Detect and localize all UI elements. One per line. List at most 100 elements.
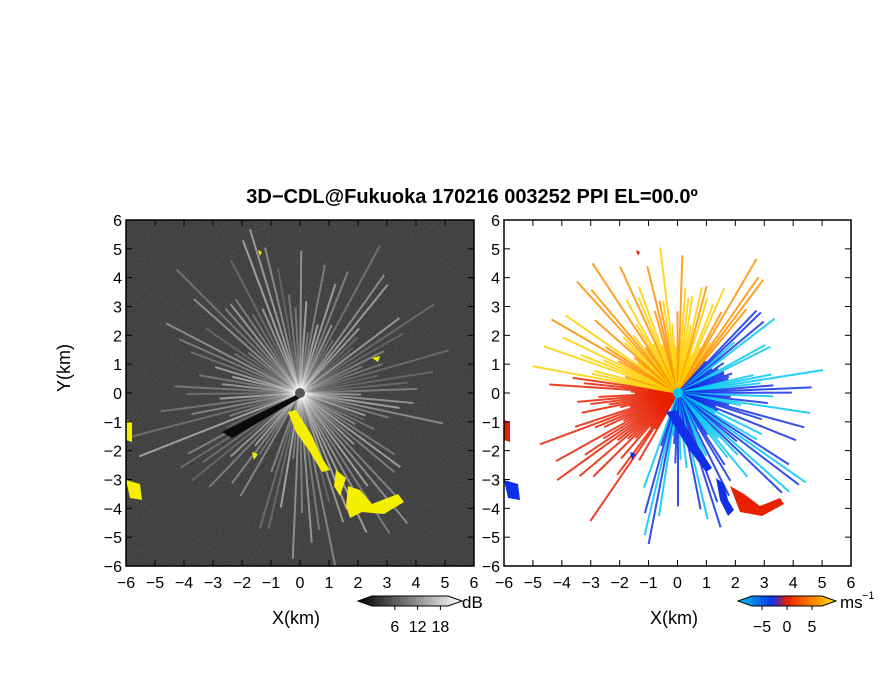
velocity-colorbar-unit: ms bbox=[840, 593, 863, 612]
reflectivity-y-tick-label: −5 bbox=[104, 530, 122, 547]
reflectivity-ray bbox=[219, 392, 301, 400]
velocity-y-tick-label: −3 bbox=[482, 473, 500, 490]
reflectivity-ray bbox=[299, 336, 359, 394]
reflectivity-ray bbox=[299, 392, 321, 531]
velocity-y-tick-label: −4 bbox=[482, 501, 500, 518]
reflectivity-ray bbox=[138, 392, 301, 458]
reflectivity-ray bbox=[299, 324, 319, 394]
reflectivity-ray bbox=[234, 352, 301, 394]
velocity-axes: −6 −5 −4 −3 −2 −1 0 1 2 3 4 5 6 6 5 4 3 2 1 0 −1 −2 −3 −4 −5 −6 bbox=[482, 213, 856, 592]
velocity-echo-patch bbox=[716, 478, 734, 516]
reflectivity-ray bbox=[191, 392, 301, 416]
reflectivity-x-tick-label: −3 bbox=[204, 575, 222, 592]
reflectivity-ray bbox=[299, 362, 383, 394]
velocity-y-tick-label: 1 bbox=[491, 357, 500, 374]
velocity-y-tick-label: 4 bbox=[491, 271, 500, 288]
reflectivity-ray bbox=[214, 366, 301, 394]
reflectivity-highlight-patch bbox=[258, 250, 262, 256]
reflectivity-ray bbox=[294, 307, 301, 394]
reflectivity-ray bbox=[299, 324, 333, 394]
reflectivity-y-tick-label: 4 bbox=[113, 271, 122, 288]
reflectivity-x-tick-label: 1 bbox=[325, 575, 334, 592]
velocity-rays bbox=[504, 247, 824, 545]
reflectivity-x-tick-label: 4 bbox=[412, 575, 421, 592]
reflectivity-panel bbox=[126, 220, 474, 566]
reflectivity-ray bbox=[190, 351, 301, 394]
reflectivity-ray bbox=[251, 313, 301, 394]
velocity-y-tick-label: 0 bbox=[491, 386, 500, 403]
reflectivity-highlight-patch bbox=[288, 410, 330, 472]
reflectivity-ray bbox=[232, 375, 301, 394]
reflectivity-y-tick-label: 5 bbox=[113, 242, 122, 259]
velocity-x-tick-label: 1 bbox=[702, 575, 711, 592]
reflectivity-ray bbox=[299, 250, 303, 394]
reflectivity-ray bbox=[299, 301, 308, 394]
reflectivity-x-tick-label: 2 bbox=[354, 575, 363, 592]
reflectivity-ray bbox=[299, 392, 444, 425]
reflectivity-y-tick-label: −6 bbox=[104, 559, 122, 576]
velocity-x-tick-label: −6 bbox=[495, 575, 513, 592]
velocity-x-tick-label: −3 bbox=[582, 575, 600, 592]
reflectivity-ray bbox=[130, 392, 301, 438]
reflectivity-ray bbox=[299, 349, 450, 394]
reflectivity-y-tick-label: 6 bbox=[113, 213, 122, 230]
reflectivity-y-tick-label: −4 bbox=[104, 501, 122, 518]
reflectivity-colorbar-tick-label: 18 bbox=[432, 619, 450, 636]
reflectivity-y-tick-label: 2 bbox=[113, 328, 122, 345]
reflectivity-ray bbox=[299, 392, 401, 469]
reflectivity-ray bbox=[199, 374, 301, 394]
reflectivity-ray bbox=[299, 392, 396, 496]
velocity-colorbar: −5 0 5 ms −1 bbox=[736, 590, 875, 636]
chart-title: 3D−CDL@Fukuoka 170216 003252 PPI EL=00.0… bbox=[246, 186, 698, 208]
velocity-echo-patch bbox=[730, 486, 784, 516]
velocity-y-tick-label: −6 bbox=[482, 559, 500, 576]
reflectivity-x-tick-label: −1 bbox=[262, 575, 280, 592]
reflectivity-colorbar-ticks: 6 12 18 bbox=[390, 606, 449, 636]
reflectivity-y-tick-label: −2 bbox=[104, 444, 122, 461]
reflectivity-ray bbox=[193, 298, 301, 394]
velocity-colorbar-unit-exponent: −1 bbox=[862, 590, 875, 602]
reflectivity-ray bbox=[299, 392, 362, 396]
reflectivity-ray bbox=[299, 332, 309, 394]
velocity-x-tick-label: 4 bbox=[789, 575, 798, 592]
reflectivity-x-tick-label: −4 bbox=[175, 575, 193, 592]
velocity-x-tick-label: 2 bbox=[731, 575, 740, 592]
reflectivity-ray bbox=[299, 392, 396, 474]
reflectivity-ray bbox=[299, 392, 366, 421]
reflectivity-ray bbox=[234, 298, 301, 394]
reflectivity-y-tick-label: −1 bbox=[104, 415, 122, 432]
reflectivity-ray bbox=[231, 392, 301, 484]
reflectivity-ray bbox=[299, 245, 381, 394]
velocity-x-tick-label: 3 bbox=[760, 575, 769, 592]
reflectivity-ray bbox=[299, 381, 409, 394]
reflectivity-ray bbox=[299, 303, 435, 394]
reflectivity-ray bbox=[299, 392, 390, 419]
velocity-colorbar-tick-label: 0 bbox=[783, 619, 792, 636]
velocity-colorbar-tick-label: −5 bbox=[753, 619, 771, 636]
reflectivity-ray bbox=[299, 317, 400, 394]
velocity-y-tick-label: −2 bbox=[482, 444, 500, 461]
reflectivity-ray bbox=[299, 392, 396, 456]
velocity-radar-site bbox=[673, 388, 683, 398]
reflectivity-ray bbox=[228, 392, 301, 417]
x-axis-label-right: X(km) bbox=[650, 608, 698, 628]
reflectivity-ray bbox=[241, 239, 301, 394]
reflectivity-ray bbox=[299, 346, 354, 394]
reflectivity-ray bbox=[224, 308, 301, 394]
velocity-x-tick-label: 5 bbox=[818, 575, 827, 592]
reflectivity-ray bbox=[221, 383, 301, 394]
reflectivity-highlight-patch bbox=[126, 480, 142, 500]
velocity-y-tick-label: 2 bbox=[491, 328, 500, 345]
reflectivity-ray bbox=[261, 308, 301, 394]
reflectivity-ray bbox=[208, 392, 301, 488]
reflectivity-y-tick-label: 0 bbox=[113, 386, 122, 403]
reflectivity-colorbar-tick-label: 12 bbox=[409, 619, 427, 636]
velocity-colorbar-tick-label: 5 bbox=[808, 619, 817, 636]
reflectivity-ray bbox=[186, 392, 301, 395]
reflectivity-ray bbox=[174, 385, 301, 394]
reflectivity-ray bbox=[299, 392, 356, 426]
reflectivity-x-tick-label: 5 bbox=[441, 575, 450, 592]
reflectivity-shadow-sector bbox=[222, 393, 300, 438]
velocity-y-tick-label: −1 bbox=[482, 415, 500, 432]
reflectivity-ray bbox=[248, 228, 301, 394]
